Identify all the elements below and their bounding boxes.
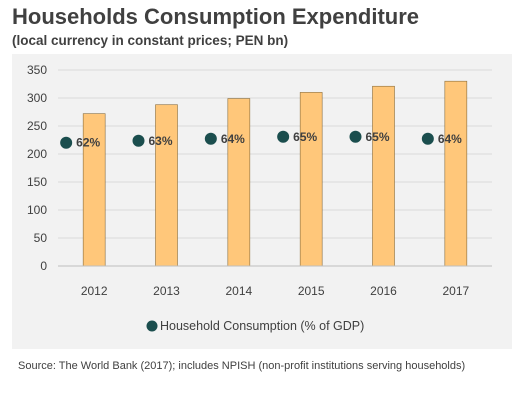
chart-title: Households Consumption Expenditure bbox=[12, 4, 420, 29]
x-tick-label: 2013 bbox=[153, 284, 180, 298]
legend-label: Household Consumption (% of GDP) bbox=[160, 319, 364, 333]
data-label: 65% bbox=[366, 130, 390, 144]
data-label: 62% bbox=[76, 136, 100, 150]
data-label: 65% bbox=[293, 130, 317, 144]
consumption-share-point bbox=[132, 134, 145, 147]
x-tick-label: 2015 bbox=[298, 284, 325, 298]
x-tick-label: 2017 bbox=[442, 284, 469, 298]
y-tick-label: 50 bbox=[34, 231, 48, 245]
y-tick-label: 0 bbox=[40, 259, 47, 273]
data-label: 64% bbox=[221, 132, 245, 146]
bar bbox=[155, 104, 178, 267]
consumption-share-point bbox=[277, 130, 290, 143]
legend-marker bbox=[146, 320, 158, 332]
x-tick-label: 2012 bbox=[81, 284, 108, 298]
data-label: 64% bbox=[438, 132, 462, 146]
consumption-share-point bbox=[349, 130, 362, 143]
x-tick-label: 2016 bbox=[370, 284, 397, 298]
source-note: Source: The World Bank (2017); includes … bbox=[18, 360, 466, 372]
bar bbox=[372, 85, 395, 267]
bar bbox=[227, 98, 251, 267]
consumption-share-point bbox=[421, 132, 434, 145]
data-label: 63% bbox=[149, 134, 173, 148]
bar bbox=[299, 92, 323, 267]
y-tick-label: 150 bbox=[27, 175, 47, 189]
y-tick-label: 350 bbox=[27, 63, 47, 77]
chart-subtitle: (local currency in constant prices; PEN … bbox=[12, 33, 289, 48]
y-tick-label: 250 bbox=[27, 119, 47, 133]
y-tick-label: 300 bbox=[27, 91, 47, 105]
consumption-share-point bbox=[60, 136, 73, 149]
consumption-share-point bbox=[204, 132, 217, 145]
y-tick-label: 200 bbox=[27, 147, 47, 161]
bar bbox=[444, 80, 468, 267]
x-tick-label: 2014 bbox=[225, 284, 252, 298]
y-tick-label: 100 bbox=[27, 203, 47, 217]
